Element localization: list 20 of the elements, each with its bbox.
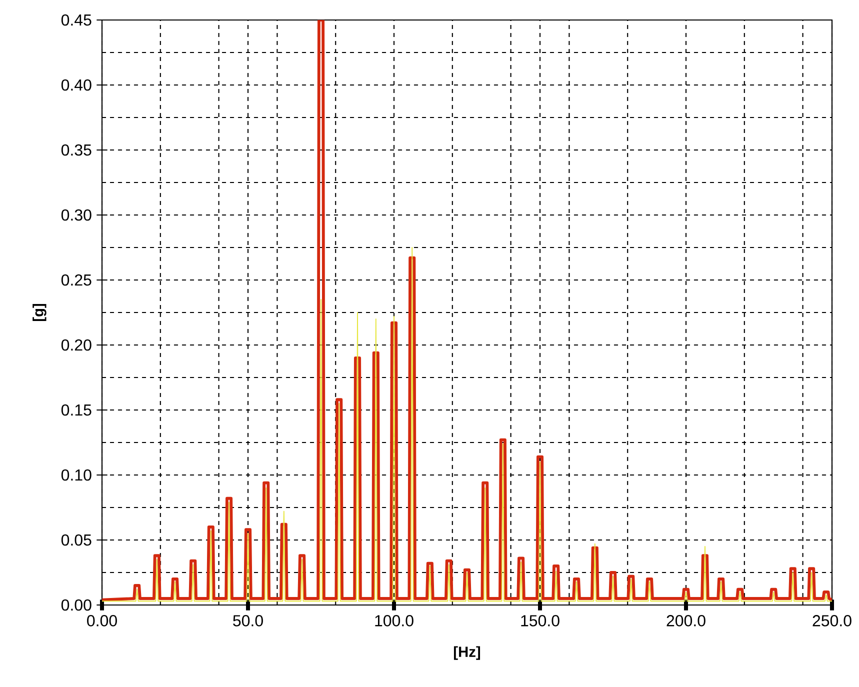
- y-tick-label: 0.25: [61, 274, 92, 286]
- y-tick-label: 0.15: [61, 404, 92, 416]
- x-tick-label: 100.0: [375, 615, 414, 626]
- x-tick-label: 150.0: [521, 615, 560, 626]
- y-tick-label: 0.00: [61, 599, 92, 611]
- y-tick-label: 0.05: [61, 534, 92, 546]
- y-tick-label: 0.45: [61, 14, 92, 26]
- x-axis-title: [Hz]: [454, 646, 480, 660]
- x-tick-label: 200.0: [666, 615, 706, 626]
- y-tick-label: 0.40: [61, 79, 92, 91]
- x-tick-label: 0.00: [87, 615, 117, 626]
- y-tick-label: 0.35: [61, 144, 92, 156]
- line-series: [102, 247, 832, 602]
- y-axis-title: [g]: [32, 304, 46, 322]
- line-series: [102, 20, 832, 602]
- y-tick-label: 0.10: [61, 469, 92, 481]
- y-tick-label: 0.30: [61, 209, 92, 221]
- x-tick-label: 50.0: [233, 615, 263, 626]
- y-tick-label: 0.20: [61, 339, 92, 351]
- x-tick-label: 250.0: [812, 615, 852, 626]
